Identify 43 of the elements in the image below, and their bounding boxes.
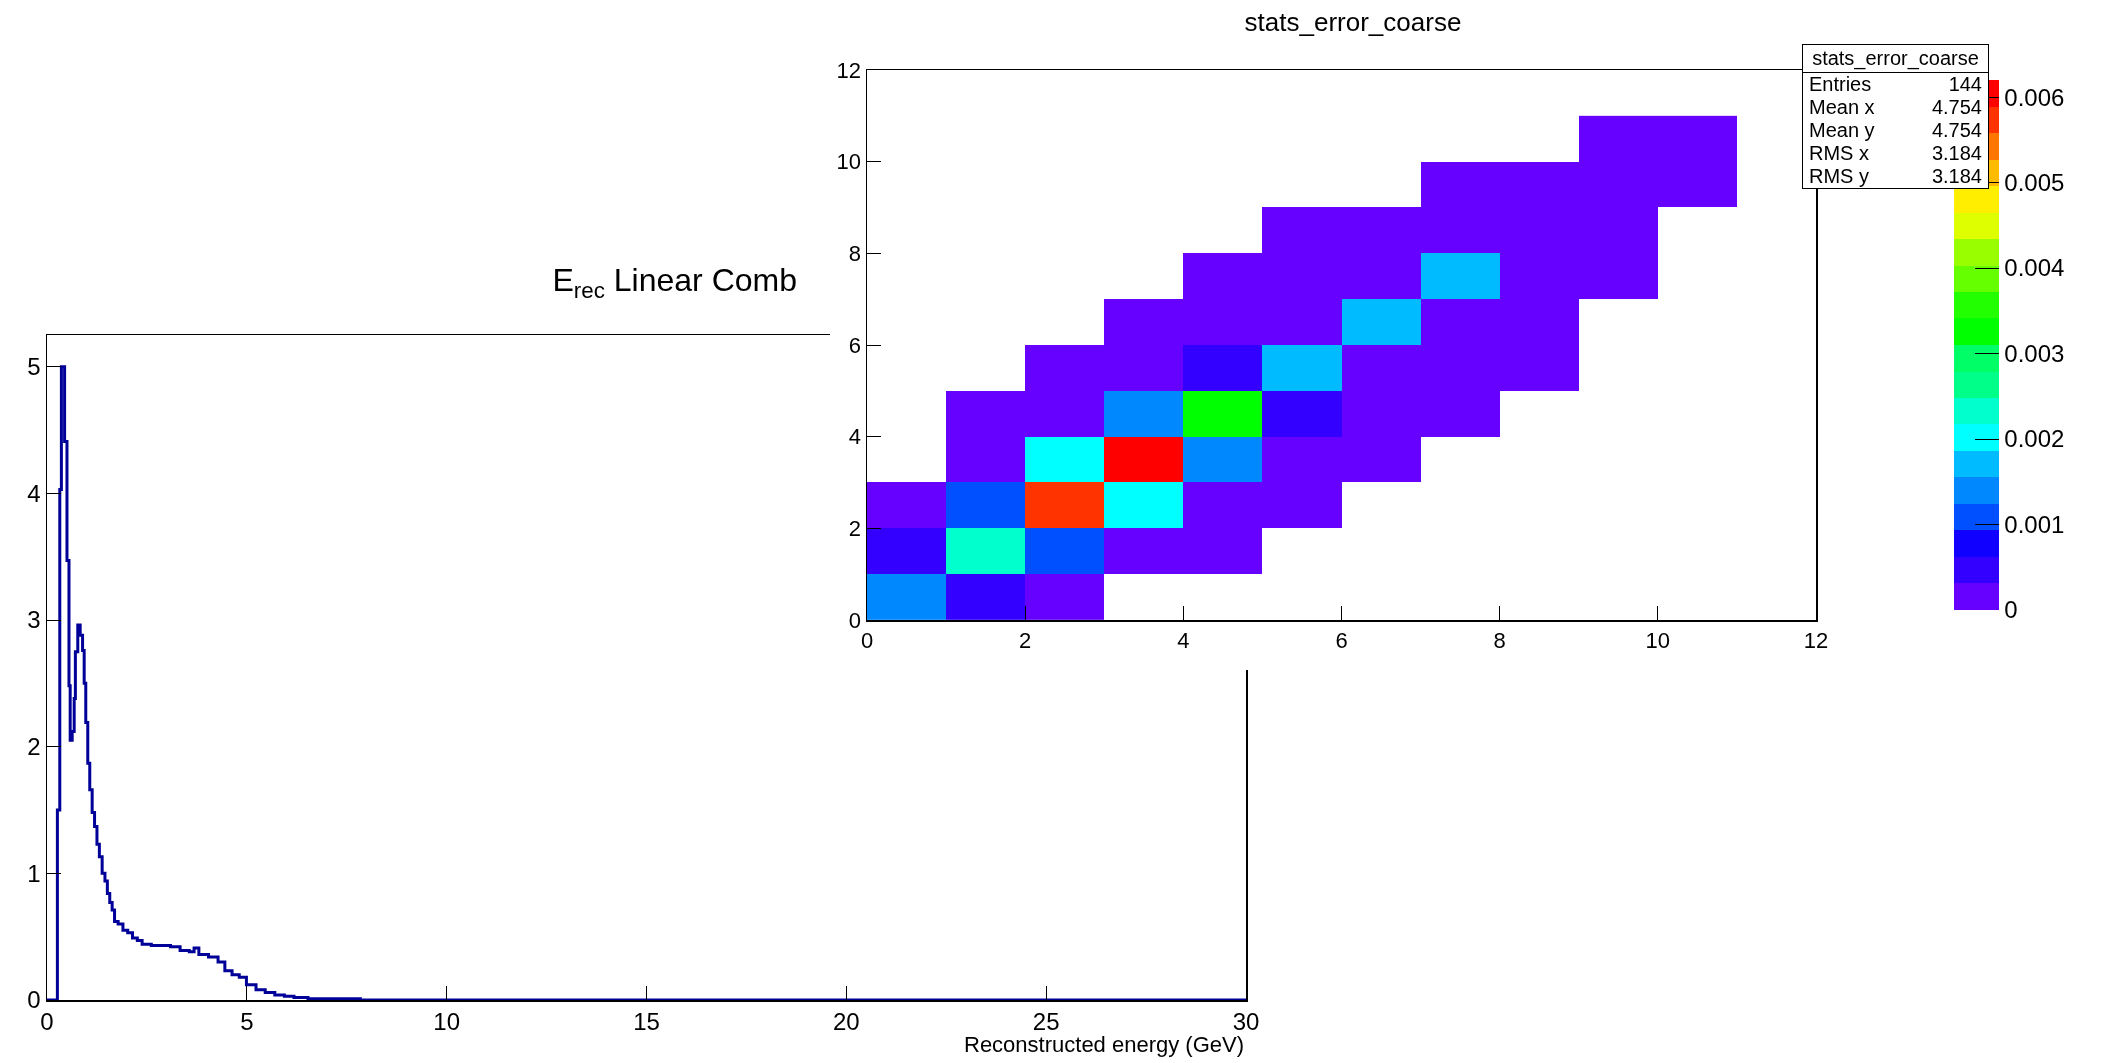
text: 3.184	[1931, 165, 1982, 187]
color-bar-label: 0.002	[2004, 425, 2065, 453]
x-tick-label: 4	[1177, 627, 1190, 653]
y-tick-label: 10	[836, 149, 862, 175]
color-bar-label: 0	[2004, 596, 2018, 624]
text: 3.184	[1931, 142, 1982, 164]
y-tick-label: 3	[27, 606, 41, 634]
text: 144	[1948, 73, 1982, 95]
x-tick-label: 12	[1803, 627, 1829, 653]
x-tick-label: 15	[633, 1008, 660, 1036]
y-tick-label: 4	[848, 424, 862, 450]
y-tick-label: 0	[848, 607, 862, 633]
color-bar-label: 0.005	[2004, 168, 2065, 196]
x-tick-label: 2	[1019, 627, 1032, 653]
annotation: Mean y	[1809, 119, 1875, 142]
x-tick-label: 10	[433, 1008, 461, 1036]
color-bar-label: 0.004	[2004, 254, 2065, 282]
x-tick-label: 5	[240, 1008, 254, 1036]
y-tick-label: 8	[848, 241, 862, 267]
color-bar-label: 0.006	[2004, 83, 2065, 111]
color-bar-label: 0.003	[2004, 339, 2065, 367]
chart-title: stats_error_coarse	[1244, 7, 1462, 38]
x-tick-label: 20	[832, 1008, 860, 1036]
y-tick-label: 2	[27, 733, 41, 761]
annotation: RMS y	[1809, 165, 1869, 188]
y-tick-label: 5	[27, 353, 41, 381]
x-tick-label: 6	[1335, 627, 1348, 653]
annotation: Mean x	[1809, 96, 1875, 119]
y-tick-label: 4	[27, 479, 41, 507]
y-tick-label: 1	[27, 859, 41, 887]
annotation: Entries	[1809, 73, 1872, 96]
annotation: RMS x	[1809, 142, 1869, 165]
color-bar-label: 0.001	[2004, 510, 2065, 538]
y-tick-label: 2	[848, 516, 862, 542]
text: 4.754	[1931, 96, 1982, 118]
y-tick-label: 6	[848, 332, 862, 358]
chart-title: E$_{rec}$ Linear Comb	[552, 262, 797, 303]
x-tick-label: 8	[1493, 627, 1506, 653]
y-tick-label: 12	[836, 57, 862, 83]
y-tick-label: 0	[27, 986, 41, 1014]
text: stats_error_coarse	[1812, 47, 1979, 69]
x-tick-label: 10	[1645, 627, 1671, 653]
text: 4.754	[1931, 119, 1982, 141]
